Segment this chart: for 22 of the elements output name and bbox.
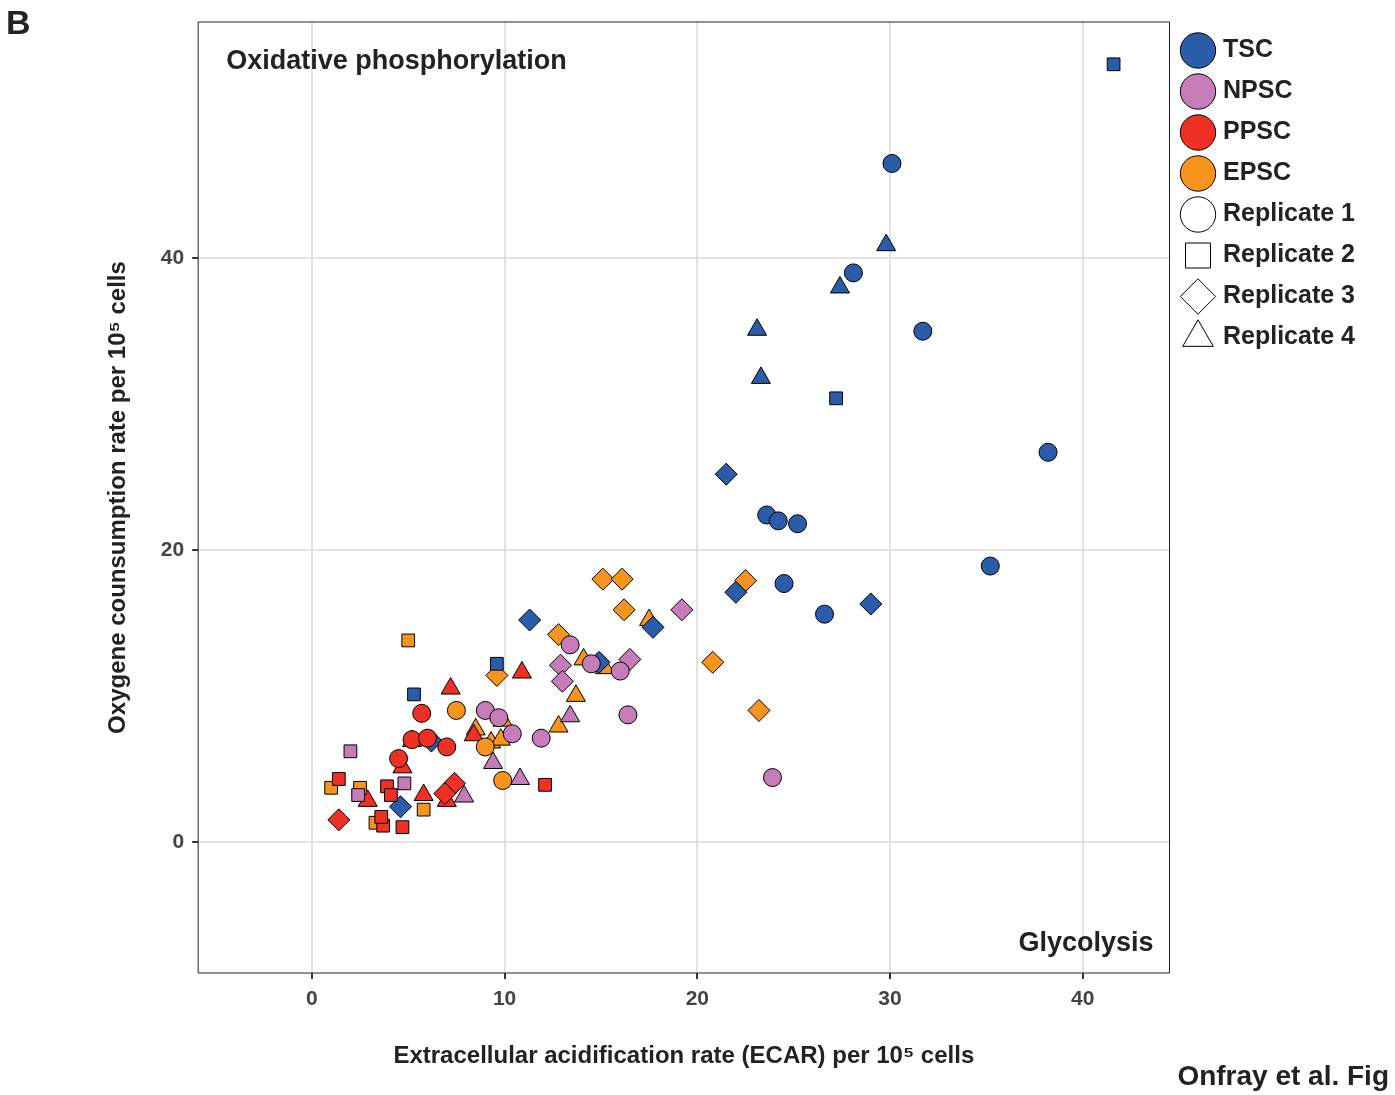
- legend-label: Replicate 4: [1222, 321, 1356, 350]
- x-tick-label: 30: [878, 986, 902, 1010]
- legend-label: EPSC: [1222, 157, 1292, 186]
- y-axis-title: Oxygene counsumption rate per 10⁵ cells: [103, 261, 131, 734]
- annotation: Oxidative phosphorylation: [226, 44, 567, 75]
- x-tick-label: 20: [685, 986, 709, 1010]
- x-tick-label: 40: [1071, 986, 1095, 1010]
- y-tick-label: 0: [172, 828, 185, 852]
- text: B: [6, 3, 31, 42]
- y-tick-label: 40: [160, 245, 185, 269]
- y-tick-label: 20: [160, 536, 185, 560]
- annotation: Glycolysis: [1018, 926, 1154, 957]
- text: Onfray et al. Fig: [1177, 1059, 1389, 1091]
- legend-label: Replicate 2: [1222, 239, 1356, 268]
- x-axis-title: Extracellular acidification rate (ECAR) per 10⁵ cells: [393, 1041, 975, 1069]
- legend-label: TSC: [1222, 34, 1273, 63]
- x-tick-label: 0: [306, 986, 318, 1010]
- legend-label: Replicate 1: [1222, 198, 1356, 227]
- legend-label: NPSC: [1222, 75, 1293, 104]
- legend-label: Replicate 3: [1222, 280, 1356, 309]
- x-tick-label: 10: [492, 986, 517, 1010]
- legend-label: PPSC: [1222, 116, 1292, 145]
